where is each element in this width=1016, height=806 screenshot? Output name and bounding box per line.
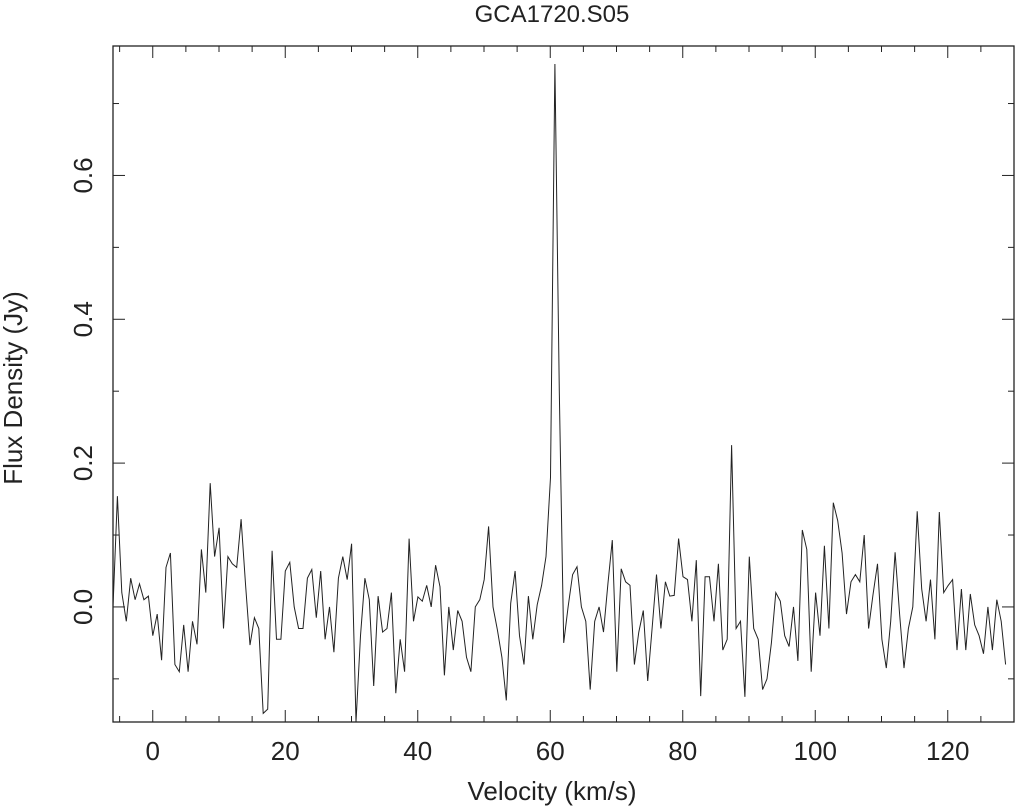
x-axis-title: Velocity (km/s) — [467, 776, 636, 806]
x-tick-label: 0 — [146, 736, 160, 766]
x-tick-label: 80 — [668, 736, 697, 766]
tick-labels: 0 20 40 60 80 100 120 0.0 0.2 0.4 0.6 — [68, 157, 969, 766]
x-tick-label: 100 — [794, 736, 837, 766]
chart-title: GCA1720.S05 — [475, 1, 630, 28]
x-tick-label: 20 — [271, 736, 300, 766]
series — [112, 63, 1007, 723]
y-axis-title: Flux Density (Jy) — [0, 291, 28, 485]
y-tick-label: 0.6 — [68, 157, 98, 193]
x-tick-label: 60 — [536, 736, 565, 766]
y-tick-label: 0.0 — [68, 589, 98, 625]
plot-frame — [112, 45, 1015, 723]
spectrum-line — [112, 63, 1007, 723]
y-tick-label: 0.4 — [68, 301, 98, 337]
y-tick-label: 0.2 — [68, 445, 98, 481]
axes — [112, 45, 1015, 723]
x-tick-label: 120 — [926, 736, 969, 766]
axis-ticks — [113, 46, 1015, 722]
x-tick-label: 40 — [403, 736, 432, 766]
